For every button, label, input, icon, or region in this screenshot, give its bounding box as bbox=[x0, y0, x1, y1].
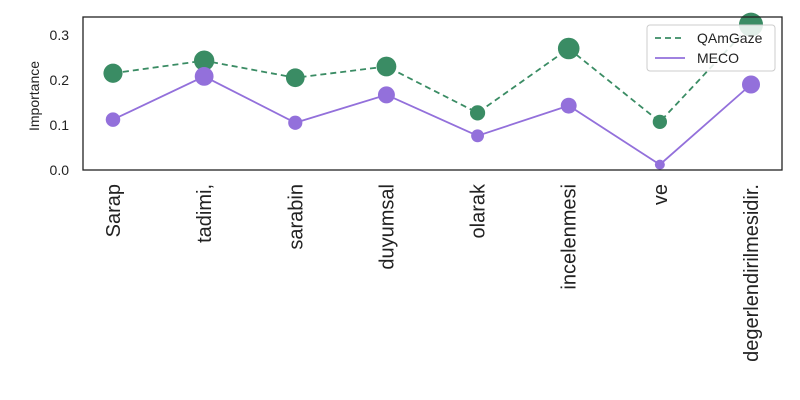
plot-frame bbox=[82, 16, 783, 171]
x-tick-label: Sarap bbox=[103, 184, 125, 237]
x-tick-label: sarabin bbox=[285, 184, 307, 250]
data-point bbox=[741, 75, 761, 94]
series-line bbox=[112, 75, 752, 166]
data-point bbox=[285, 68, 305, 88]
y-tick-label: 0.2 bbox=[50, 72, 70, 88]
x-tick-label: ve bbox=[650, 184, 672, 205]
data-point bbox=[469, 105, 486, 121]
legend-label: MECO bbox=[697, 50, 739, 66]
x-tick-label: olarak bbox=[468, 183, 490, 238]
y-axis: 0.0 0.1 0.2 0.3 bbox=[50, 27, 70, 178]
x-tick-label: tadimi, bbox=[194, 184, 216, 243]
data-point bbox=[103, 63, 123, 83]
y-axis-label: Importance bbox=[26, 61, 42, 131]
data-point bbox=[471, 129, 485, 143]
y-tick-label: 0.3 bbox=[50, 27, 70, 43]
legend-box bbox=[646, 24, 776, 72]
data-point bbox=[557, 37, 580, 60]
data-point bbox=[560, 97, 577, 114]
x-tick-label: duyumsal bbox=[376, 184, 398, 270]
legend: QAmGaze MECO bbox=[646, 24, 776, 72]
y-tick-label: 0.1 bbox=[50, 117, 70, 133]
data-point bbox=[654, 159, 665, 170]
data-point bbox=[193, 50, 215, 71]
data-point bbox=[288, 115, 303, 130]
x-tick-label: incelenmesi bbox=[559, 184, 581, 290]
data-point bbox=[376, 56, 397, 77]
x-axis: Sarap tadimi, sarabin duyumsal olarak incelen… bbox=[103, 183, 763, 362]
data-point bbox=[377, 86, 395, 104]
y-tick-label: 0.0 bbox=[50, 162, 70, 178]
x-tick-label: degerlendirilmesidir. bbox=[741, 184, 763, 362]
data-point bbox=[105, 112, 121, 127]
data-point bbox=[194, 66, 214, 86]
data-point bbox=[652, 114, 667, 129]
legend-label: QAmGaze bbox=[697, 30, 763, 46]
